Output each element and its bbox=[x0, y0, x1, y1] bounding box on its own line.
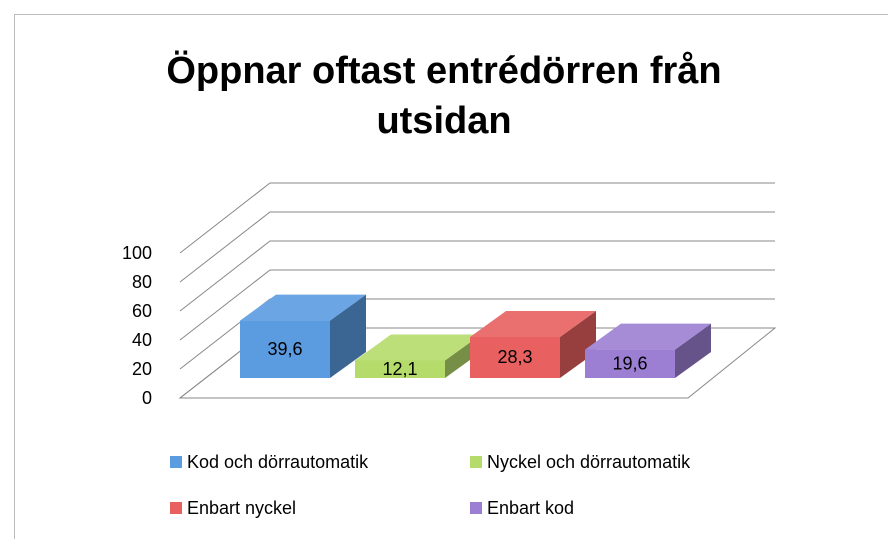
bar-top bbox=[585, 323, 711, 350]
y-tick-label: 20 bbox=[132, 359, 152, 379]
data-label: 19,6 bbox=[612, 354, 647, 374]
y-tick-label: 100 bbox=[122, 243, 152, 263]
legend-swatch bbox=[470, 456, 482, 468]
data-label: 12,1 bbox=[382, 359, 417, 379]
y-tick-label: 40 bbox=[132, 330, 152, 350]
data-label: 39,6 bbox=[267, 339, 302, 359]
bar bbox=[355, 360, 445, 378]
bar-top bbox=[240, 294, 366, 321]
legend-label: Enbart nyckel bbox=[187, 498, 296, 518]
grid-line bbox=[179, 182, 775, 254]
grid-line bbox=[179, 269, 775, 341]
y-tick-label: 0 bbox=[142, 388, 152, 408]
data-label: 28,3 bbox=[497, 347, 532, 367]
bar-top bbox=[355, 334, 481, 361]
grid-line bbox=[179, 240, 775, 312]
chart-title: Öppnar oftast entrédörren från utsidan bbox=[166, 50, 722, 142]
bar-top bbox=[470, 310, 596, 337]
bar bbox=[240, 320, 330, 378]
legend-label: Enbart kod bbox=[487, 498, 574, 518]
legend-swatch bbox=[170, 502, 182, 514]
y-tick-label: 60 bbox=[132, 301, 152, 321]
bar bbox=[470, 336, 560, 378]
bar-side bbox=[560, 310, 596, 378]
grid-line bbox=[179, 211, 775, 283]
legend-label: Nyckel och dörrautomatik bbox=[487, 452, 691, 472]
bar-side bbox=[330, 294, 366, 378]
y-tick-label: 80 bbox=[132, 272, 152, 292]
legend-swatch bbox=[470, 502, 482, 514]
legend-label: Kod och dörrautomatik bbox=[187, 452, 369, 472]
bar bbox=[585, 349, 675, 378]
bar-side bbox=[675, 323, 711, 378]
legend-swatch bbox=[170, 456, 182, 468]
